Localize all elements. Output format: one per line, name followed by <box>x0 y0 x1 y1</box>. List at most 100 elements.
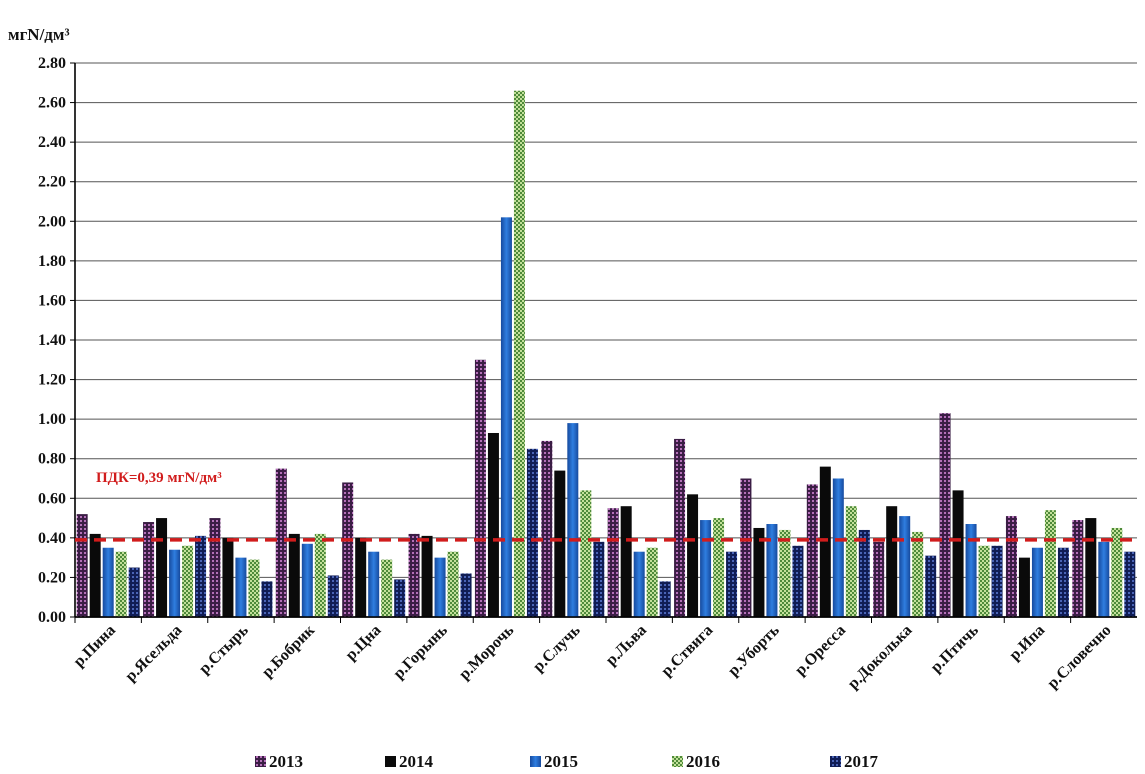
bar-2016-4 <box>381 559 393 617</box>
bar-2016-6 <box>513 90 525 617</box>
bar-2016-14 <box>1044 510 1056 617</box>
bar-2017-12 <box>925 555 937 617</box>
bar-2013-4 <box>342 482 354 617</box>
bar-2016-3 <box>314 533 326 617</box>
bar-2016-5 <box>447 551 459 617</box>
bar-2013-13 <box>939 413 951 617</box>
y-tick-label: 2.20 <box>38 174 66 191</box>
bar-2013-11 <box>806 484 818 617</box>
bar-2017-8 <box>659 581 671 617</box>
threshold-line-group: ПДК=0,39 мгN/дм³ <box>75 470 1137 542</box>
bars <box>76 90 1136 618</box>
bar-2016-9 <box>713 518 725 617</box>
bar-2016-0 <box>115 551 127 617</box>
bar-2015-3 <box>301 543 313 617</box>
bar-2013-10 <box>740 478 752 617</box>
y-tick-label: 2.40 <box>38 134 66 151</box>
bar-2017-2 <box>261 581 273 617</box>
bar-2014-7 <box>554 470 566 617</box>
bar-2013-6 <box>474 359 486 617</box>
bar-2015-2 <box>235 557 247 617</box>
bar-2014-2 <box>222 537 234 617</box>
bar-2014-12 <box>886 506 898 617</box>
bar-2017-11 <box>858 529 870 617</box>
bar-2013-8 <box>607 508 619 617</box>
bar-2015-1 <box>169 549 181 617</box>
y-tick-label: 0.20 <box>38 569 66 586</box>
bar-2016-8 <box>646 547 658 617</box>
x-tick-label: р.Морочь <box>456 621 518 683</box>
bar-2015-11 <box>832 478 844 617</box>
x-tick-label: р.Доколька <box>845 622 916 693</box>
x-tick-label: р.Ясельда <box>122 622 185 685</box>
bar-2014-0 <box>89 533 101 617</box>
bar-2015-14 <box>1031 547 1043 617</box>
x-tick-label: р.Птичь <box>928 621 983 676</box>
bar-2016-10 <box>779 529 791 617</box>
bar-2013-15 <box>1072 520 1084 617</box>
y-tick-label: 0.60 <box>38 490 66 507</box>
x-tick-label: р.Пина <box>70 622 119 671</box>
y-tick-label: 2.80 <box>38 55 66 72</box>
bar-2013-12 <box>873 541 885 617</box>
bar-2013-7 <box>541 440 553 617</box>
y-tick-label: 0.00 <box>38 609 66 626</box>
bar-2013-14 <box>1005 516 1017 617</box>
bar-2016-13 <box>978 545 990 617</box>
bar-2017-9 <box>726 551 738 617</box>
bar-2016-7 <box>580 490 592 617</box>
legend-label-2015: 2015 <box>544 752 578 771</box>
x-tick-label: р.Уборть <box>725 621 783 679</box>
bar-2014-6 <box>487 432 499 617</box>
bar-2016-11 <box>845 506 857 617</box>
bar-2015-5 <box>434 557 446 617</box>
bar-2014-11 <box>819 466 831 617</box>
legend-swatch-2017 <box>830 756 841 767</box>
bar-2013-5 <box>408 533 420 617</box>
bar-2014-9 <box>687 494 699 617</box>
bar-2017-14 <box>1057 547 1069 617</box>
bar-2017-6 <box>526 448 538 617</box>
bar-2017-3 <box>327 575 339 617</box>
bar-2017-13 <box>991 545 1003 617</box>
x-tick-label: р.Оресса <box>792 622 849 679</box>
bar-2016-2 <box>248 559 260 617</box>
y-tick-label: 1.40 <box>38 332 66 349</box>
x-tick-label: р.Цна <box>342 622 384 664</box>
bar-2015-6 <box>500 217 512 618</box>
x-tick-label: р.Случь <box>530 621 584 675</box>
y-tick-label: 1.20 <box>38 372 66 389</box>
bar-2015-0 <box>102 547 114 617</box>
x-tick-label: р.Льва <box>603 622 650 669</box>
y-tick-label: 1.80 <box>38 253 66 270</box>
legend-label-2013: 2013 <box>269 752 303 771</box>
bar-2017-10 <box>792 545 804 617</box>
legend-swatch-2016 <box>672 756 683 767</box>
y-tick-label: 1.00 <box>38 411 66 428</box>
axes <box>74 63 1137 623</box>
x-tick-label: р.Горынь <box>390 621 451 682</box>
y-tick-label: 0.80 <box>38 451 66 468</box>
y-tick-label: 2.00 <box>38 213 66 230</box>
bar-2014-15 <box>1085 518 1097 617</box>
bar-2015-9 <box>700 520 712 617</box>
bar-2016-15 <box>1111 527 1123 617</box>
y-tick-label: 2.60 <box>38 95 66 112</box>
bar-2013-3 <box>275 468 287 617</box>
bar-2014-10 <box>753 527 765 617</box>
bar-2013-2 <box>209 518 221 617</box>
bar-2015-12 <box>899 516 911 617</box>
bar-2014-1 <box>156 518 168 617</box>
bar-2016-1 <box>182 545 194 617</box>
x-tick-label: р.Ипа <box>1006 622 1048 664</box>
bar-2017-1 <box>195 535 207 617</box>
bar-2015-13 <box>965 524 977 617</box>
bar-2013-1 <box>143 522 155 617</box>
legend: 2013 2014 2015 2016 2017 <box>255 752 879 771</box>
x-tick-labels: р.Пина р.Ясельда р.Стырь р.Бобрик р.Цна р.Гор… <box>70 621 1114 692</box>
bar-2017-0 <box>128 567 140 617</box>
bar-2015-10 <box>766 524 778 617</box>
bar-2015-4 <box>368 551 380 617</box>
bar-2014-13 <box>952 490 964 617</box>
bar-2014-5 <box>421 535 433 617</box>
